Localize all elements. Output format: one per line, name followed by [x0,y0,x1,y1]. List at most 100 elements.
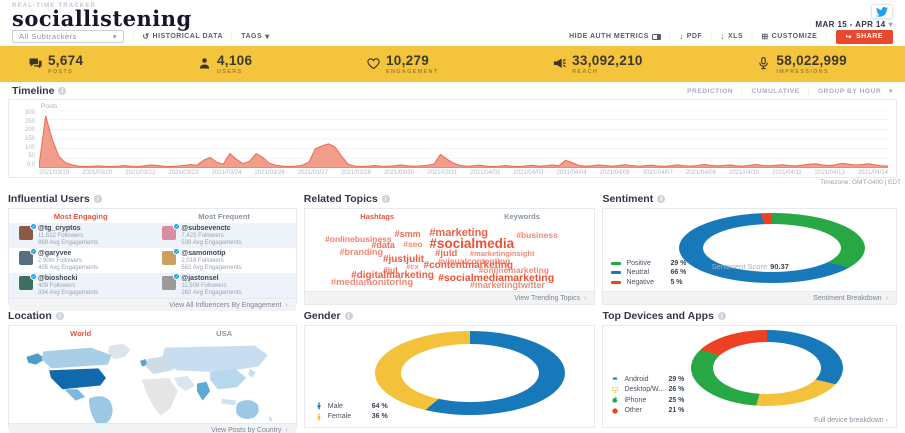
hashtag-tag[interactable]: #marketingtwitter [469,280,545,291]
heart-icon [366,56,381,71]
influential-users-panel: Influential Users i Most Engaging Most Fr… [8,189,297,311]
twitter-icon[interactable] [871,4,893,19]
subtrackers-select[interactable]: All Subtrackers ▾ [12,30,124,43]
tab-most-frequent[interactable]: Most Frequent [198,211,250,221]
hashtag-tag[interactable]: #data [371,240,395,251]
twitter-verified-icon: ✓ [173,273,181,280]
group-by-hour-dropdown[interactable]: GROUP BY HOUR [817,87,882,95]
tab-world[interactable]: World [70,328,92,338]
x-tick: 2021/03/19 [39,170,70,176]
hashtag-tag[interactable]: #marketing [429,227,489,240]
kpi-metrics-bar: 5,674 POSTS 4,106 USERS 10,279 ENGAGEMEN… [0,46,905,82]
x-tick: 2021/03/26 [254,170,285,176]
chevron-right-icon: › [885,294,888,302]
legend-value: 29 % [668,375,685,383]
view-trending-topics-link[interactable]: View Trending Topics › [304,291,595,304]
customize-button[interactable]: ⊞ CUSTOMIZE [761,32,818,41]
pdf-export-button[interactable]: ↓ PDF [679,32,703,41]
view-posts-by-country-link[interactable]: View Posts by Country › [9,423,296,433]
legend-item: iPhone 25 % [611,396,684,404]
x-tick: 2021/04/10 [729,170,760,176]
xls-export-button[interactable]: ↓ XLS [720,32,744,41]
hashtag-tag[interactable]: #contentmarketing [423,260,513,272]
hashtag-tag[interactable]: #jul [382,264,398,275]
hashtag-tag[interactable]: #visualcontenting [438,256,511,266]
influencer-item[interactable]: ✓ @subsevenctc 7,423 Followers 538 Avg E… [152,223,296,248]
influencer-item[interactable]: ✓ @garyvee 2.90m Followers 405 Avg Engag… [9,248,152,273]
chevron-down-icon[interactable]: ▾ [889,88,893,95]
chevron-right-icon: › [885,417,888,424]
x-tick: 2021/03/30 [384,170,415,176]
hashtag-tag[interactable]: #branding [339,247,384,258]
tab-hashtags[interactable]: Hashtags [360,211,395,221]
kpi-metric: 58,022,999 IMPRESSIONS [756,53,847,75]
hashtag-tag[interactable]: #onlinebusiness [325,234,392,245]
influencer-item[interactable]: ✓ @jastonsel 11,508 Followers 262 Avg En… [152,273,296,298]
hide-auth-metrics-toggle[interactable]: HIDE AUTH METRICS [569,33,661,40]
hashtag-tag[interactable]: #justjulit [382,253,425,265]
hashtag-tag[interactable]: #digitalmarketing [351,269,434,281]
other-icon [611,407,619,415]
divider: | [668,33,672,40]
legend-value: 26 % [668,386,685,393]
influencer-item[interactable]: ✓ @tg_cryptos 11,612 Followers 869 Avg E… [9,223,153,248]
full-device-breakdown-link[interactable]: Full device breakdown › [814,417,888,424]
sentiment-chart-area: Positive 29 % Neutral 66 % Negative 5 % Se… [603,209,896,291]
twitter-verified-icon: ✓ [173,248,181,255]
legend-item: Female 36 % [315,412,388,421]
hashtag-tag[interactable]: #mediamonitoring [330,277,414,289]
related-topics-title: Related Topics i [304,193,596,205]
kpi-value: 4,106 [217,52,253,68]
gender-legend: Male 64 % Female 36 % [315,402,388,423]
chevron-right-icon: › [584,294,587,302]
legend-value: 29 % [670,259,687,267]
hashtag-tag[interactable]: #onlinemarketing [478,264,549,275]
influencer-engagements: 334 Avg Engagements [38,290,99,296]
hashtag-tag[interactable]: #socialmediamarketing [438,271,555,284]
hashtag-tag[interactable]: #cx [406,262,419,272]
influencer-item[interactable]: ✓ @samomotip 2,018 Followers 562 Avg Eng… [152,248,295,273]
user-icon [197,56,212,71]
share-button[interactable]: ↪ SHARE [835,29,893,44]
kpi-label: REACH [572,68,599,75]
donut-hole [713,342,822,394]
sentiment-breakdown-link[interactable]: Sentiment Breakdown › [603,291,896,304]
timeline-chart-card: Posts 300 250 200 150 100 50 0.0 2021/03/19 202… [8,99,897,178]
influencer-item[interactable]: ✓ @bioshocki 409 Followers 334 Avg Engag… [9,273,153,298]
influential-users-list: ✓ @tg_cryptos 11,612 Followers 869 Avg E… [9,223,296,298]
y-tick: 200 [24,127,35,134]
date-range-picker[interactable]: MAR 15 - APR 14 ▾ [815,20,893,29]
view-all-influencers-link[interactable]: View All Influencers By Engagement › [9,298,296,311]
timezone-label: Timezone: GMT-0400 | EDT [820,179,901,186]
timeline-ylabel: Posts [41,103,58,110]
toolbar-right: HIDE AUTH METRICS | ↓ PDF | ↓ XLS | ⊞ CU… [569,29,893,44]
avatar: ✓ [162,248,181,265]
legend-item: Other 21 % [611,407,684,415]
hashtag-tag[interactable]: #seo [403,239,423,249]
avatar: ✓ [19,273,37,290]
influencer-engagements: 869 Avg Engagements [38,240,99,246]
kpi-label: ENGAGEMENT [386,68,439,75]
cumulative-toggle[interactable]: CUMULATIVE [751,87,800,95]
world-map[interactable] [9,340,296,424]
hashtag-tag[interactable]: #juld [435,247,458,259]
tab-keywords[interactable]: Keywords [504,211,540,221]
hashtag-tag[interactable]: #business [516,230,558,241]
twitter-verified-icon: ✓ [30,223,37,230]
prediction-toggle[interactable]: PREDICTION [687,87,734,95]
avatar: ✓ [19,223,37,240]
hashtag-tag[interactable]: #marketinginsight [469,248,535,258]
tab-usa[interactable]: USA [216,328,232,338]
kpi-metric: 10,279 ENGAGEMENT [366,53,439,75]
hashtag-tag[interactable]: #socialmedia [429,235,515,251]
tab-most-engaging[interactable]: Most Engaging [53,211,108,221]
tags-dropdown[interactable]: TAGS ▾ [241,32,270,41]
grid-icon: ⊞ [761,32,769,41]
hashtag-tag[interactable]: #smm [394,228,421,239]
influential-users-tabs: Most Engaging Most Frequent [9,209,296,223]
gender-chart-area: Male 64 % Female 36 % [305,326,595,427]
historical-data-button[interactable]: ↺ HISTORICAL DATA [142,32,223,41]
chevron-down-icon: ▾ [265,32,270,41]
twitter-verified-icon: ✓ [30,248,37,255]
